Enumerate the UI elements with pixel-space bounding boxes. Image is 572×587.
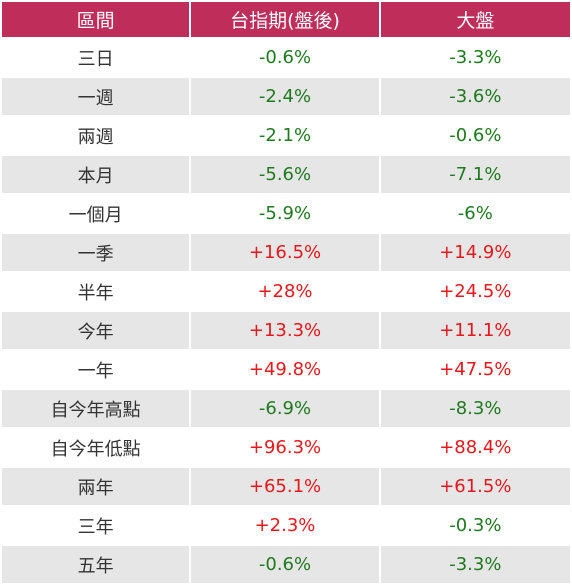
period-cell: 兩週	[2, 117, 190, 154]
futures-cell: +96.3%	[191, 429, 379, 466]
period-cell: 本月	[2, 156, 190, 193]
market-cell: -8.3%	[380, 390, 570, 427]
table-row: 兩週 -2.1% -0.6%	[2, 117, 570, 154]
futures-cell: -0.6%	[191, 39, 379, 76]
period-cell: 三年	[2, 507, 190, 544]
market-cell: -6%	[380, 195, 570, 232]
table-row: 一週 -2.4% -3.6%	[2, 78, 570, 115]
table-row: 本月 -5.6% -7.1%	[2, 156, 570, 193]
table-row: 五年 -0.6% -3.3%	[2, 546, 570, 583]
market-cell: +61.5%	[380, 468, 570, 505]
period-cell: 今年	[2, 312, 190, 349]
table-row: 三年 +2.3% -0.3%	[2, 507, 570, 544]
market-cell: +14.9%	[380, 234, 570, 271]
table-row: 三日 -0.6% -3.3%	[2, 39, 570, 76]
period-cell: 自今年低點	[2, 429, 190, 466]
table-body: 三日 -0.6% -3.3% 一週 -2.4% -3.6% 兩週 -2.1% -0.6% 本月 -5…	[2, 39, 570, 583]
table-header: 區間 台指期(盤後) 大盤	[2, 2, 570, 37]
period-cell: 一季	[2, 234, 190, 271]
period-cell: 兩年	[2, 468, 190, 505]
table-row: 自今年高點 -6.9% -8.3%	[2, 390, 570, 427]
period-cell: 一個月	[2, 195, 190, 232]
market-cell: -3.6%	[380, 78, 570, 115]
period-cell: 一年	[2, 351, 190, 388]
table-row: 一季 +16.5% +14.9%	[2, 234, 570, 271]
table-row: 兩年 +65.1% +61.5%	[2, 468, 570, 505]
market-cell: -0.3%	[380, 507, 570, 544]
table-row: 今年 +13.3% +11.1%	[2, 312, 570, 349]
market-cell: -0.6%	[380, 117, 570, 154]
header-row: 區間 台指期(盤後) 大盤	[2, 2, 570, 37]
period-cell: 五年	[2, 546, 190, 583]
market-cell: -7.1%	[380, 156, 570, 193]
header-period: 區間	[2, 2, 190, 37]
futures-cell: +28%	[191, 273, 379, 310]
table-row: 一年 +49.8% +47.5%	[2, 351, 570, 388]
futures-cell: -5.9%	[191, 195, 379, 232]
futures-cell: +65.1%	[191, 468, 379, 505]
futures-cell: -6.9%	[191, 390, 379, 427]
market-cell: +24.5%	[380, 273, 570, 310]
table-row: 一個月 -5.9% -6%	[2, 195, 570, 232]
futures-cell: +13.3%	[191, 312, 379, 349]
header-market: 大盤	[380, 2, 570, 37]
market-cell: -3.3%	[380, 39, 570, 76]
futures-cell: -2.1%	[191, 117, 379, 154]
market-cell: -3.3%	[380, 546, 570, 583]
table-row: 半年 +28% +24.5%	[2, 273, 570, 310]
futures-cell: +2.3%	[191, 507, 379, 544]
table-row: 自今年低點 +96.3% +88.4%	[2, 429, 570, 466]
futures-cell: +49.8%	[191, 351, 379, 388]
futures-cell: -5.6%	[191, 156, 379, 193]
market-cell: +88.4%	[380, 429, 570, 466]
futures-cell: +16.5%	[191, 234, 379, 271]
period-cell: 一週	[2, 78, 190, 115]
futures-cell: -2.4%	[191, 78, 379, 115]
futures-cell: -0.6%	[191, 546, 379, 583]
header-futures: 台指期(盤後)	[191, 2, 379, 37]
market-cell: +47.5%	[380, 351, 570, 388]
period-cell: 自今年高點	[2, 390, 190, 427]
period-cell: 半年	[2, 273, 190, 310]
period-cell: 三日	[2, 39, 190, 76]
market-cell: +11.1%	[380, 312, 570, 349]
